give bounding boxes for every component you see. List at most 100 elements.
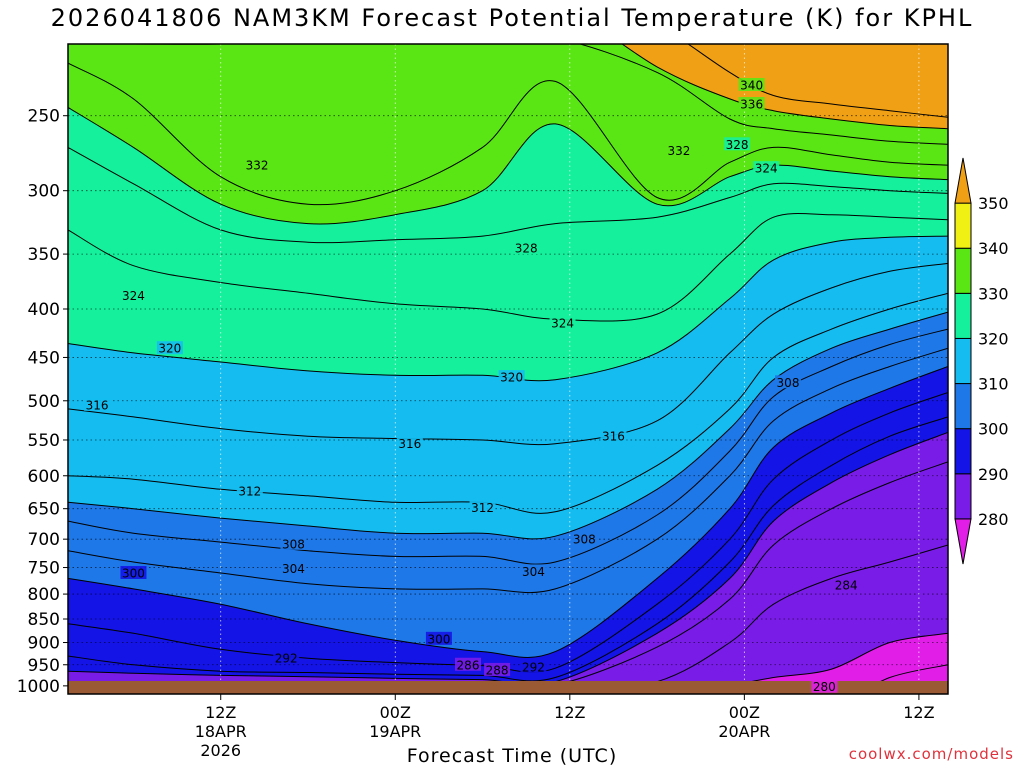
x-tick-label-19APR: 19APR	[369, 722, 421, 741]
contour-label-308: 308	[777, 376, 800, 390]
contour-label-bg-5	[513, 241, 540, 255]
contour-label-280: 280	[813, 680, 836, 694]
y-tick-label-500: 500	[28, 392, 60, 412]
isentrope-324	[68, 213, 948, 322]
isentrope-296	[68, 392, 948, 673]
contour-label-bg-11	[84, 397, 111, 411]
contour-label-bg-23	[273, 651, 300, 665]
contour-label-bg-16	[775, 375, 801, 389]
contour-label-308: 308	[282, 537, 305, 551]
y-tick-label-250: 250	[28, 107, 60, 127]
x-tick-label-2026: 2026	[200, 741, 241, 760]
contour-label-bg-1	[738, 97, 765, 111]
x-tick-label-18APR: 18APR	[195, 722, 247, 741]
y-tick-label-800: 800	[28, 585, 60, 605]
contour-label-284: 284	[835, 579, 858, 593]
isentrope-332	[68, 62, 948, 206]
y-tick-label-300: 300	[28, 182, 60, 202]
contour-label-bg-8	[549, 316, 576, 330]
x-tick-label-00Z: 00Z	[380, 703, 411, 722]
contour-label-bg-6	[753, 161, 780, 175]
contour-label-bg-19	[280, 561, 307, 575]
contour-label-bg-3	[665, 143, 692, 157]
contour-label-308: 308	[573, 533, 596, 547]
contour-label-bg-21	[120, 565, 147, 579]
contour-label-316: 316	[602, 430, 625, 444]
contour-label-bg-4	[724, 137, 751, 151]
isentrope-292	[68, 416, 948, 682]
contour-label-340: 340	[740, 78, 763, 92]
contour-label-bg-0	[738, 77, 765, 91]
x-tick-label-12Z: 12Z	[205, 703, 236, 722]
contour-label-320: 320	[500, 371, 523, 385]
contour-label-292: 292	[522, 660, 545, 674]
contour-label-bg-25	[455, 657, 481, 671]
contour-label-292: 292	[275, 652, 298, 666]
isentrope-280	[696, 632, 948, 694]
colorbar-band-290	[954, 428, 972, 475]
contour-label-bg-9	[156, 341, 183, 355]
chart-title: 2026041806 NAM3KM Forecast Potential Tem…	[50, 4, 974, 32]
colorbar-band-320	[954, 292, 972, 339]
isentrope-284	[573, 544, 948, 694]
colorbar-band-300	[954, 383, 972, 430]
contour-label-304: 304	[282, 562, 305, 576]
contour-label-bg-26	[484, 662, 511, 676]
x-axis-label: Forecast Time (UTC)	[406, 745, 618, 767]
isentrope-304	[68, 347, 948, 594]
contour-label-320: 320	[158, 342, 181, 356]
contour-label-328: 328	[515, 242, 538, 256]
colorbar-band-280	[954, 473, 972, 520]
y-tick-label-950: 950	[28, 656, 60, 676]
colorbar-label-350: 350	[978, 194, 1009, 213]
colorbar-label-330: 330	[978, 284, 1009, 303]
contour-label-324: 324	[551, 317, 574, 331]
x-tick-label-12Z: 12Z	[554, 703, 585, 722]
contour-label-bg-24	[520, 659, 547, 673]
contour-label-316: 316	[86, 398, 109, 412]
ground-strip	[68, 681, 948, 694]
contour-label-332: 332	[667, 144, 690, 158]
contour-label-bg-28	[811, 679, 838, 693]
isentrope-312	[68, 292, 948, 514]
isentrope-316	[68, 262, 948, 446]
contour-label-bg-14	[236, 484, 263, 498]
contour-label-bg-2	[244, 158, 271, 172]
x-tick-label-12Z: 12Z	[903, 703, 934, 722]
contour-label-bg-17	[280, 536, 307, 550]
colorbar-label-300: 300	[978, 420, 1009, 439]
y-tick-label-1000: 1000	[17, 677, 60, 697]
y-tick-label-600: 600	[28, 467, 60, 487]
isentrope-310	[68, 311, 948, 540]
contour-label-bg-15	[469, 500, 496, 514]
credit-link[interactable]: coolwx.com/models	[848, 745, 1014, 763]
x-tick-label-00Z: 00Z	[729, 703, 760, 722]
contour-label-304: 304	[522, 565, 545, 579]
y-tick-label-550: 550	[28, 431, 60, 451]
colorbar-label-290: 290	[978, 465, 1009, 484]
isentrope-320	[68, 235, 948, 382]
y-tick-label-750: 750	[28, 559, 60, 579]
y-tick-label-400: 400	[28, 300, 60, 320]
contour-label-288: 288	[486, 663, 509, 677]
isentrope-308	[68, 328, 948, 565]
x-tick-label-20APR: 20APR	[718, 722, 770, 741]
isentrope-340	[621, 44, 948, 130]
contour-label-bg-27	[833, 578, 860, 592]
contour-label-bg-12	[396, 436, 423, 450]
y-tick-label-700: 700	[28, 530, 60, 550]
band-below-290	[68, 432, 948, 694]
contour-label-336: 336	[740, 98, 763, 112]
contour-label-328: 328	[726, 138, 749, 152]
contour-label-286: 286	[457, 658, 480, 672]
contour-label-312: 312	[238, 485, 261, 499]
plot-area: 340 336 332 332 328 328 324 324 324 320 320 316 316 3…	[68, 44, 948, 694]
contour-label-bg-10	[498, 370, 525, 384]
contour-label-bg-18	[571, 532, 598, 546]
y-tick-label-850: 850	[28, 610, 60, 630]
contour-label-312: 312	[471, 501, 494, 515]
colorbar-label-280: 280	[978, 510, 1009, 529]
colorbar-band-310	[954, 337, 972, 385]
contour-label-324: 324	[755, 162, 778, 176]
